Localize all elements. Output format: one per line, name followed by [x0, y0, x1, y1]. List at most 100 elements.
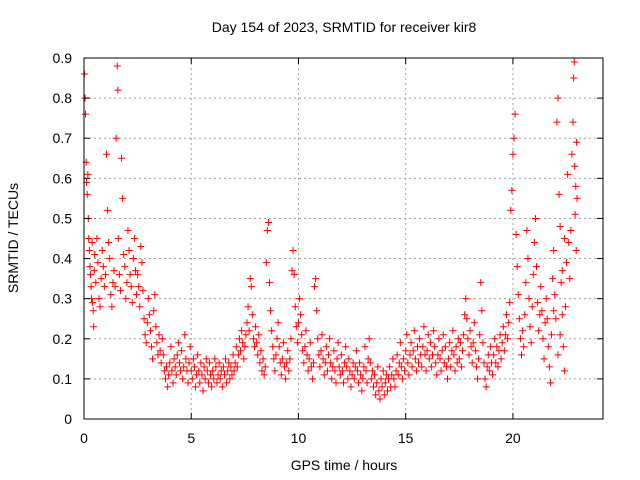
data-point	[364, 355, 372, 363]
data-point	[355, 379, 363, 387]
data-point	[435, 335, 443, 343]
data-point	[97, 275, 105, 283]
data-point	[502, 311, 510, 319]
data-point	[430, 327, 438, 335]
data-point	[441, 343, 449, 351]
data-point	[457, 363, 465, 371]
data-point	[301, 343, 309, 351]
data-point	[381, 379, 389, 387]
data-point	[327, 359, 335, 367]
data-point	[315, 351, 323, 359]
data-point	[462, 295, 470, 303]
data-point	[197, 359, 205, 367]
data-point	[345, 355, 353, 363]
data-point	[225, 359, 233, 367]
data-point	[550, 247, 558, 255]
data-point	[333, 355, 341, 363]
data-point	[125, 247, 133, 255]
data-point	[461, 311, 469, 319]
data-point	[88, 239, 96, 247]
data-point	[544, 343, 552, 351]
data-point	[554, 351, 562, 359]
data-point	[86, 263, 94, 271]
data-point	[556, 331, 564, 339]
data-point	[451, 367, 459, 375]
data-point	[172, 371, 180, 379]
data-point	[262, 259, 270, 267]
data-point	[109, 279, 117, 287]
data-point	[319, 355, 327, 363]
data-point	[337, 351, 345, 359]
data-point	[446, 339, 454, 347]
data-point	[560, 367, 568, 375]
data-point	[85, 247, 93, 255]
data-point	[342, 343, 350, 351]
data-point	[468, 359, 476, 367]
data-point	[99, 263, 107, 271]
data-point	[361, 343, 369, 351]
data-point	[140, 315, 148, 323]
data-point	[444, 375, 452, 383]
data-point	[373, 379, 381, 387]
data-point	[304, 367, 312, 375]
data-point	[392, 367, 400, 375]
data-point	[260, 371, 268, 379]
data-point	[294, 319, 302, 327]
data-point	[314, 335, 322, 343]
data-point	[177, 367, 185, 375]
data-point	[198, 371, 206, 379]
data-point	[406, 351, 414, 359]
data-point	[84, 170, 92, 178]
data-point	[144, 295, 152, 303]
y-tick-label: 0.2	[53, 331, 73, 347]
data-point	[455, 355, 463, 363]
data-points	[80, 58, 581, 403]
data-point	[510, 134, 518, 142]
data-point	[376, 395, 384, 403]
data-point	[515, 315, 523, 323]
data-point	[378, 383, 386, 391]
data-point	[86, 271, 94, 279]
data-point	[309, 359, 317, 367]
data-point	[526, 323, 534, 331]
data-point	[519, 327, 527, 335]
data-point	[522, 279, 530, 287]
data-point	[572, 247, 580, 255]
data-point	[453, 359, 461, 367]
axis-ticks: 0 0.1 0.2 0.3 0.4 0.5 0.6 0.7 0.8 0.9 0 5 10 15 20	[53, 50, 603, 446]
data-point	[169, 379, 177, 387]
data-point	[350, 375, 358, 383]
data-point	[465, 351, 473, 359]
data-point	[424, 331, 432, 339]
data-point	[124, 226, 132, 234]
data-point	[121, 263, 129, 271]
data-point	[194, 351, 202, 359]
data-point	[253, 339, 261, 347]
data-point	[129, 255, 137, 263]
data-point	[187, 367, 195, 375]
data-point	[83, 190, 91, 198]
data-point	[550, 307, 558, 315]
data-point	[548, 331, 556, 339]
data-point	[157, 359, 165, 367]
data-point	[241, 343, 249, 351]
data-point	[90, 267, 98, 275]
data-point	[167, 343, 175, 351]
data-point	[89, 307, 97, 315]
data-point	[525, 295, 533, 303]
data-point	[504, 335, 512, 343]
y-tick-label: 0	[64, 411, 72, 427]
y-tick-label: 0.5	[53, 210, 73, 226]
data-point	[478, 307, 486, 315]
data-point	[340, 379, 347, 387]
data-point	[568, 150, 576, 158]
x-axis-label: GPS time / hours	[291, 457, 398, 473]
data-point	[471, 347, 479, 355]
data-point	[96, 303, 104, 311]
data-point	[288, 267, 296, 275]
data-point	[534, 299, 542, 307]
data-point	[358, 387, 366, 395]
data-point	[226, 375, 234, 383]
data-point	[440, 359, 448, 367]
data-point	[107, 291, 115, 299]
